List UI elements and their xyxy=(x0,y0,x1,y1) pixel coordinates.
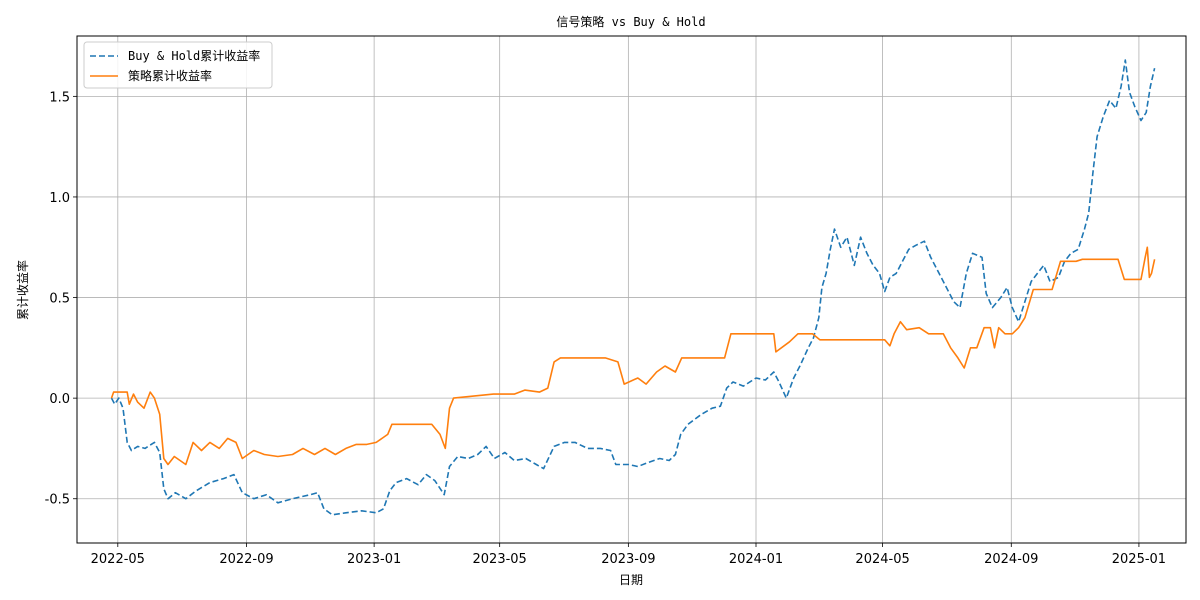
x-tick-label: 2023-05 xyxy=(473,552,527,567)
x-axis-label: 日期 xyxy=(619,573,643,587)
y-tick-label: -0.5 xyxy=(45,493,70,508)
series-line-1 xyxy=(110,246,1156,466)
x-tick-label: 2025-01 xyxy=(1112,552,1166,567)
x-tick-label: 2023-09 xyxy=(601,552,655,567)
x-tick-label: 2024-09 xyxy=(984,552,1038,567)
x-tick-label: 2024-01 xyxy=(729,552,783,567)
y-tick-label: 1.5 xyxy=(49,90,70,105)
x-tick-label: 2023-01 xyxy=(347,552,401,567)
x-tick-label: 2022-09 xyxy=(219,552,273,567)
legend-label-0: Buy & Hold累计收益率 xyxy=(128,48,260,63)
plot-frame xyxy=(76,35,1187,544)
y-tick-label: 0.5 xyxy=(49,292,70,307)
legend-label-1: 策略累计收益率 xyxy=(128,68,212,83)
y-tick-label: 0.0 xyxy=(49,392,70,407)
chart-title: 信号策略 vs Buy & Hold xyxy=(556,14,705,29)
y-axis-label: 累计收益率 xyxy=(15,260,30,320)
series-layer xyxy=(110,59,1156,516)
legend-box xyxy=(83,41,273,89)
grid xyxy=(77,36,1186,543)
series-line-0 xyxy=(110,59,1156,516)
axis-ticks: 2022-05 2022-09 2023-01 2023-05 2023-09 2024-… xyxy=(45,90,1166,567)
x-tick-label: 2022-05 xyxy=(91,552,145,567)
x-tick-label: 2024-05 xyxy=(855,552,909,567)
y-tick-label: 1.0 xyxy=(49,191,70,206)
